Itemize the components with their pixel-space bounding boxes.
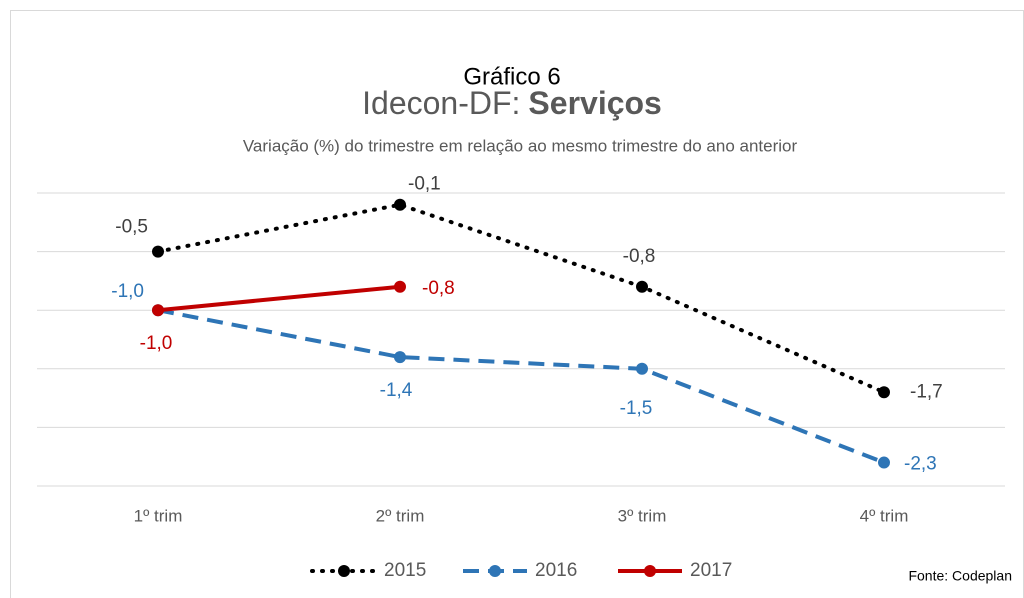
data-point bbox=[636, 280, 648, 293]
data-point bbox=[394, 198, 406, 211]
data-label: -1,5 bbox=[620, 398, 653, 419]
data-label: -1,7 bbox=[910, 381, 943, 402]
chart-title: Idecon-DF: Serviços bbox=[362, 85, 662, 121]
legend-label: 2016 bbox=[535, 560, 577, 581]
series-line bbox=[157, 284, 401, 313]
x-tick-label: 1º trim bbox=[134, 506, 183, 525]
x-tick-label: 2º trim bbox=[376, 506, 425, 525]
legend-label: 2015 bbox=[384, 560, 426, 581]
data-label: -2,3 bbox=[904, 454, 937, 475]
data-label: -0,8 bbox=[422, 278, 455, 299]
data-point bbox=[394, 351, 406, 364]
data-label: -1,0 bbox=[111, 281, 144, 302]
data-label: -0,8 bbox=[623, 246, 656, 267]
data-label: -1,4 bbox=[380, 380, 413, 401]
legend-marker bbox=[489, 565, 501, 577]
x-tick-label: 4º trim bbox=[860, 506, 909, 525]
series-line bbox=[157, 308, 885, 465]
source: Fonte: Codeplan bbox=[908, 568, 1012, 584]
legend-label: 2017 bbox=[690, 560, 732, 581]
x-tick-label: 3º trim bbox=[618, 506, 667, 525]
data-point bbox=[152, 304, 164, 317]
legend-marker bbox=[338, 565, 350, 577]
data-point bbox=[394, 280, 406, 293]
title-bold: Serviços bbox=[528, 85, 661, 121]
title-part: Idecon-DF: bbox=[362, 85, 520, 121]
data-point bbox=[878, 386, 890, 399]
data-point bbox=[636, 362, 648, 375]
data-label: -0,5 bbox=[115, 217, 148, 238]
data-label: -1,0 bbox=[140, 333, 173, 354]
data-point bbox=[152, 245, 164, 258]
data-label: -0,1 bbox=[408, 174, 441, 195]
chart-supertitle: Gráfico 6 bbox=[463, 63, 560, 90]
chart-subtitle: Variação (%) do trimestre em relação ao … bbox=[243, 136, 798, 155]
legend-marker bbox=[644, 565, 656, 577]
data-point bbox=[878, 456, 890, 469]
